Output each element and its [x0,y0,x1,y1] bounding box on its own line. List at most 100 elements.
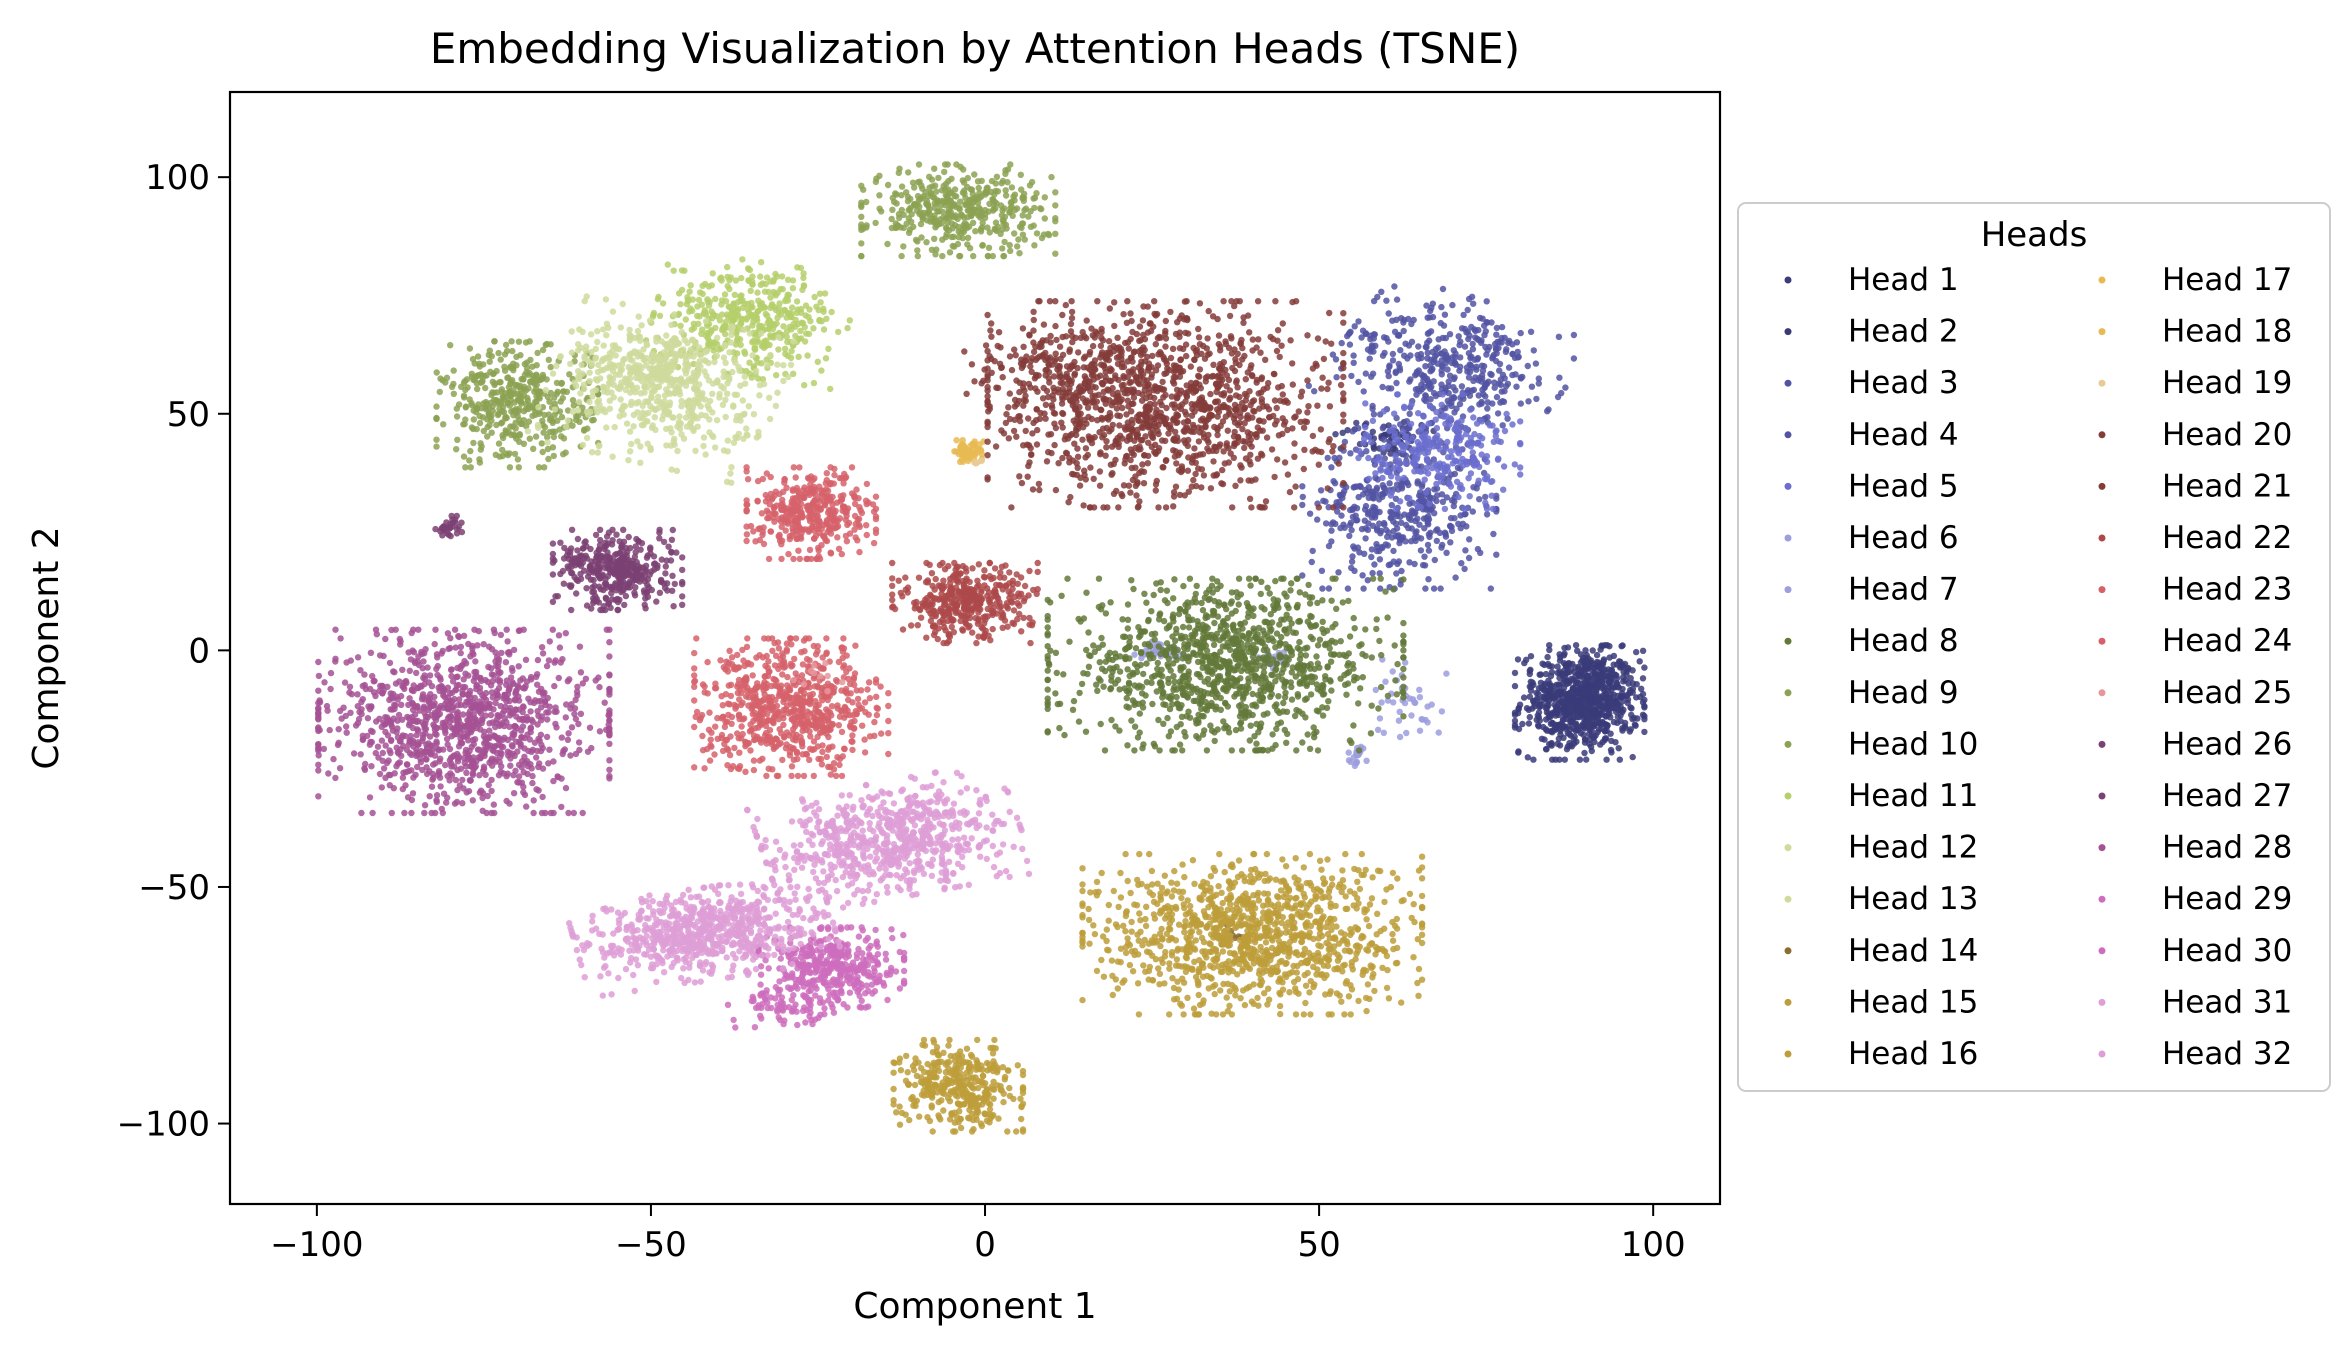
data-point [810,325,817,332]
data-point [1434,492,1441,499]
data-point [711,358,718,366]
data-point [1438,472,1446,480]
data-point [1351,323,1358,330]
data-point [1392,453,1399,460]
data-point [1102,658,1110,665]
data-point [1355,747,1363,754]
data-point [1580,715,1587,722]
data-point [1143,679,1151,686]
data-point [1053,669,1061,677]
data-point [1422,585,1429,592]
data-point [1362,626,1369,633]
data-point [772,270,779,278]
data-point [1432,416,1439,423]
data-point [797,309,805,316]
data-point [1048,173,1055,181]
data-point [580,427,588,434]
data-point [1171,684,1178,691]
data-point [1031,242,1038,249]
data-point [1593,712,1600,720]
data-point [586,378,593,385]
data-point [1286,625,1293,632]
data-point [724,390,731,397]
data-point [1167,695,1175,702]
data-point [1432,460,1439,467]
data-point [1496,367,1503,374]
data-point [1128,577,1135,584]
data-point [1260,711,1268,718]
data-point [804,352,811,359]
data-point [1008,184,1016,191]
data-point [567,360,574,368]
data-point [1280,575,1287,582]
data-point [1474,354,1482,362]
data-point [1370,411,1378,418]
data-point [1211,619,1218,627]
data-point [1450,502,1458,510]
data-point [506,364,514,371]
data-point [1467,406,1474,413]
data-point [651,414,658,421]
data-point [714,334,721,341]
data-point [1361,550,1368,557]
data-point [1185,708,1192,715]
data-point [1350,352,1357,359]
data-point [1402,460,1410,467]
data-point [1031,194,1039,202]
data-point [594,338,601,346]
data-point [800,270,807,277]
data-point [741,350,749,357]
data-point [1209,589,1216,596]
data-point [1365,433,1373,441]
data-point [1487,585,1495,592]
data-point [1473,366,1480,373]
data-point [1150,740,1158,747]
data-point [1415,367,1422,374]
data-point [1338,512,1345,519]
data-point [647,444,654,452]
data-point [1431,510,1438,517]
data-point [433,436,440,443]
data-point [951,201,958,208]
data-point [1017,171,1024,178]
data-point [493,421,500,429]
data-point [1634,715,1641,722]
data-point [721,291,729,298]
data-point [1543,701,1551,709]
data-point [751,344,759,351]
data-point [1344,585,1352,592]
data-point [469,355,477,363]
data-point [1058,592,1065,599]
data-point [992,219,1000,226]
data-point [1052,215,1059,222]
data-point [1560,734,1567,741]
data-point [1458,325,1466,332]
data-point [686,308,693,315]
data-point [1458,560,1465,567]
data-point [630,411,637,419]
data-point [727,339,735,346]
data-point [1242,660,1249,668]
data-point [1145,616,1152,624]
data-point [699,282,706,289]
data-point [1197,699,1205,707]
data-point [1346,532,1353,540]
data-point [1400,713,1407,720]
data-point [1383,526,1390,534]
data-point [1131,682,1139,689]
data-point [898,183,906,190]
data-point [1629,685,1637,693]
data-point [1509,421,1516,428]
data-point [1390,547,1397,555]
data-point [534,421,542,429]
data-point [957,163,964,170]
data-point [1319,618,1326,625]
data-point [1296,589,1304,596]
data-point [575,347,582,354]
data-point [1255,729,1262,736]
data-point [710,347,717,354]
data-point [1459,391,1466,398]
data-point [1443,549,1450,556]
data-point [433,414,440,422]
data-point [507,390,514,397]
